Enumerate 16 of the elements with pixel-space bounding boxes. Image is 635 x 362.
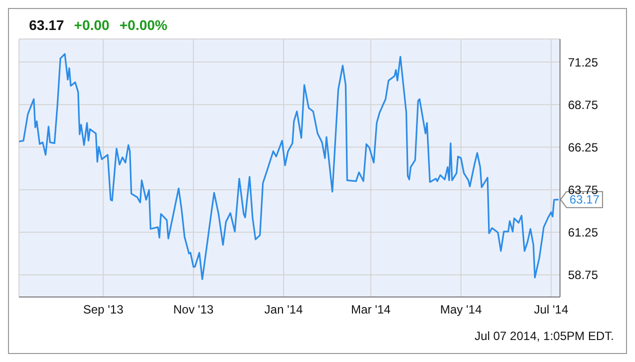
x-tick-label: Jul '14 — [534, 302, 569, 317]
text: Jul 07 2014, 1:05PM EDT. — [474, 329, 614, 343]
x-tick-label: Sep '13 — [83, 302, 124, 317]
y-tick-label: 58.75 — [568, 268, 598, 282]
text: +0.00% — [119, 17, 168, 33]
text: +0.00 — [74, 17, 110, 33]
y-tick-label: 61.25 — [568, 226, 598, 240]
line-series — [19, 53, 560, 280]
x-tick-label: Mar '14 — [350, 302, 391, 317]
y-tick-label: 68.75 — [568, 98, 598, 112]
x-tick-label: Nov '13 — [173, 302, 214, 317]
x-tick-label: Jan '14 — [264, 302, 304, 317]
x-tick-label: May '14 — [440, 302, 482, 317]
text: 63.17 — [29, 17, 64, 33]
y-tick-label: 71.25 — [568, 55, 598, 70]
y-tick-label: 66.25 — [568, 140, 598, 154]
